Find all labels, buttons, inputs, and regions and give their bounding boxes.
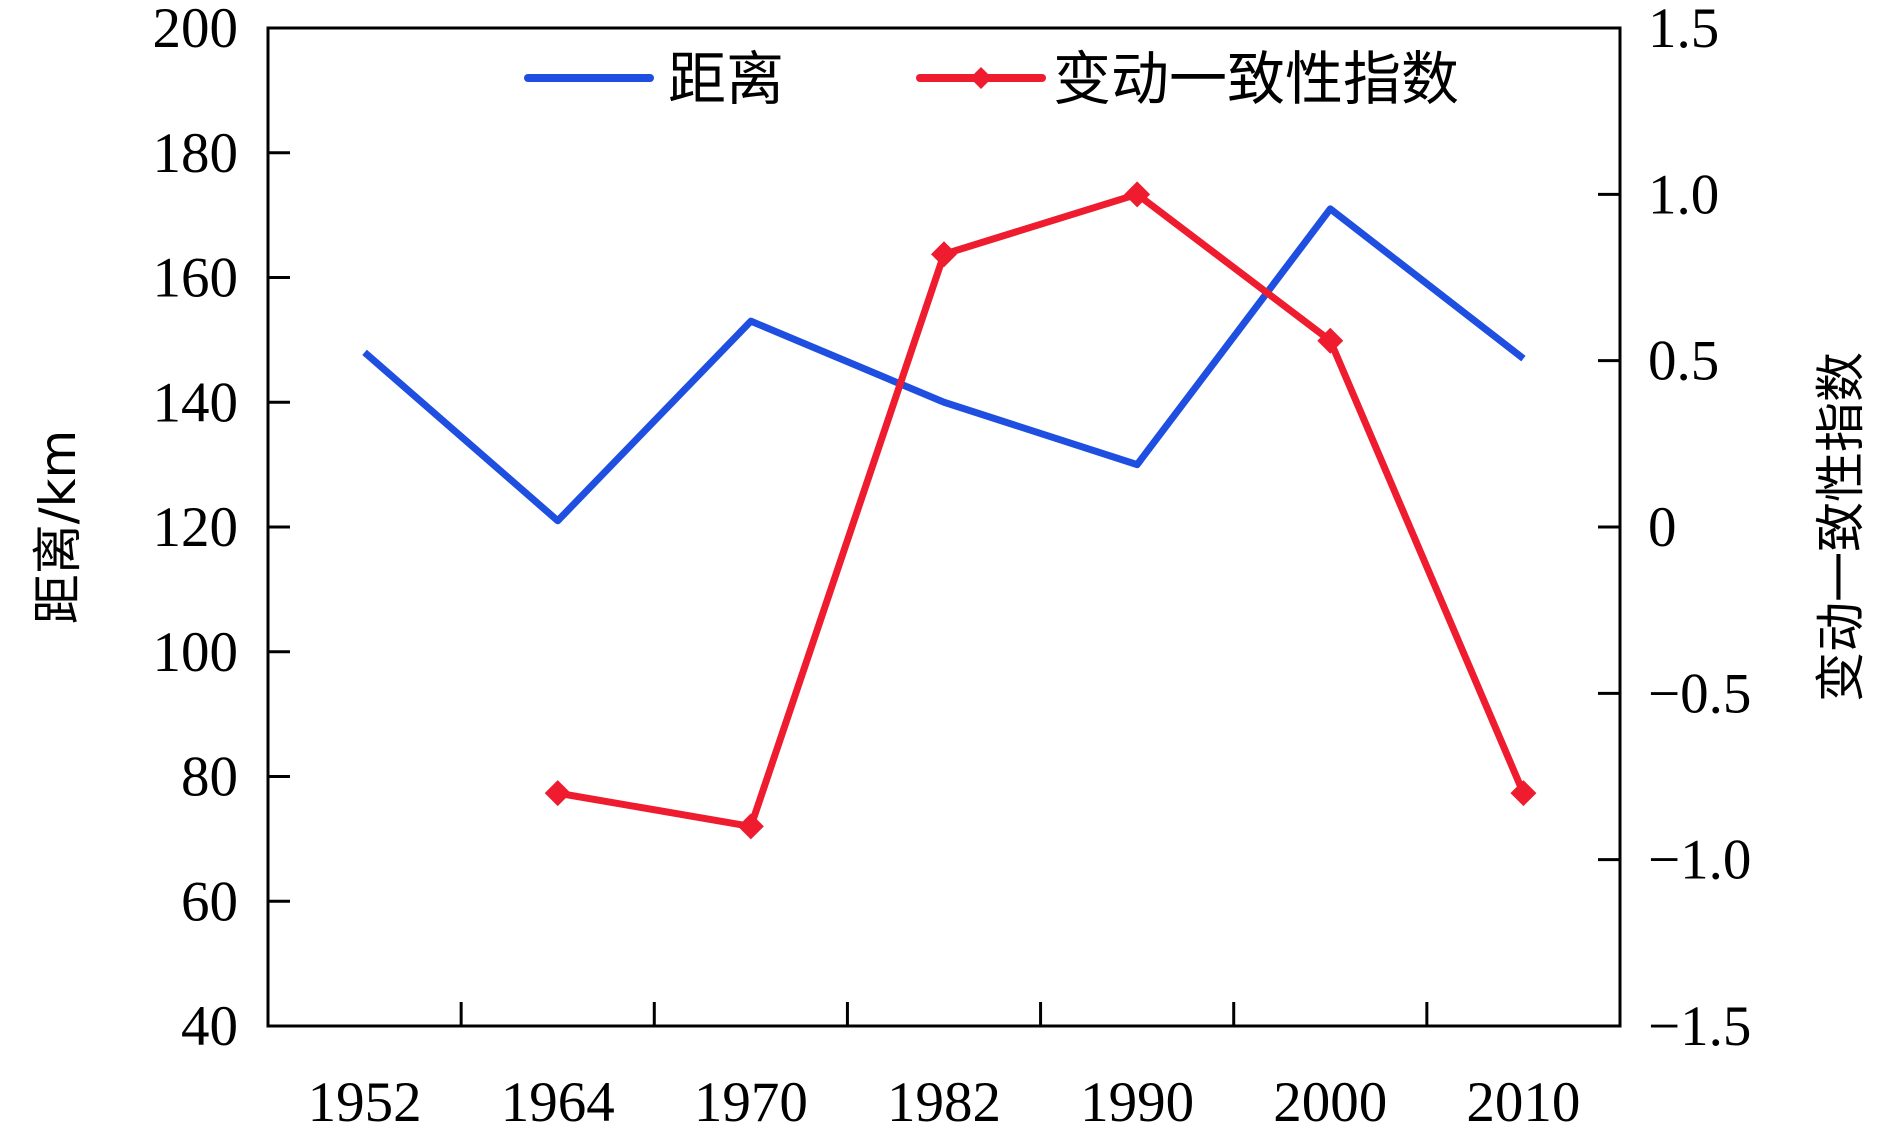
y-left-tick-label: 140	[153, 371, 239, 434]
x-tick-label: 1982	[887, 1071, 1001, 1134]
series-marker-1	[1317, 327, 1344, 354]
series-line-1	[557, 190, 1527, 830]
x-tick-label: 1970	[694, 1071, 808, 1134]
x-tick-label: 1952	[308, 1071, 422, 1134]
y-axis-left-title: 距离/km	[29, 430, 87, 625]
x-axis: 1952 1964 1970 1982 1990 2000 2010	[308, 1002, 1580, 1134]
y-right-tick-label: −1.5	[1648, 995, 1751, 1058]
legend-marker-index	[970, 67, 992, 89]
y-right-tick-label: 0.5	[1648, 330, 1719, 393]
y-left-tick-label: 60	[181, 870, 238, 933]
y-axis-right: −1.5 −1.0 −0.5 0 0.5 1.0 1.5	[1598, 0, 1751, 1058]
y-axis-left: 40 60 80 100 120 140 160 180 200	[153, 0, 290, 1058]
y-right-tick-label: −0.5	[1648, 662, 1751, 725]
y-left-tick-label: 80	[181, 746, 238, 809]
legend-label-index: 变动一致性指数	[1053, 45, 1459, 113]
x-tick-label: 1964	[501, 1071, 615, 1134]
series-marker-1	[1124, 181, 1151, 208]
y-right-tick-label: −1.0	[1648, 829, 1751, 892]
y-right-tick-label: 0	[1648, 496, 1677, 559]
legend-label-distance: 距离	[668, 45, 784, 113]
x-tick-label: 1990	[1080, 1071, 1194, 1134]
plot-frame	[266, 26, 1622, 1028]
legend: 距离 变动一致性指数	[524, 45, 1459, 113]
y-left-tick-label: 100	[153, 621, 239, 684]
series-line-0	[362, 205, 1526, 525]
y-left-tick-label: 180	[153, 122, 239, 185]
series-marker-1	[737, 813, 764, 840]
series-marker-1	[1510, 780, 1537, 807]
series-layer	[362, 181, 1537, 840]
y-left-tick-label: 120	[153, 496, 239, 559]
x-tick-label: 2010	[1466, 1071, 1580, 1134]
y-left-tick-label: 200	[153, 0, 239, 60]
y-left-tick-label: 160	[153, 247, 239, 310]
y-right-tick-label: 1.0	[1648, 163, 1719, 226]
series-marker-1	[544, 780, 571, 807]
y-left-tick-label: 40	[181, 995, 238, 1058]
y-right-tick-label: 1.5	[1648, 0, 1719, 60]
x-tick-label: 2000	[1273, 1071, 1387, 1134]
series-marker-1	[931, 241, 957, 268]
y-axis-right-title: 变动一致性指数	[1812, 352, 1870, 702]
